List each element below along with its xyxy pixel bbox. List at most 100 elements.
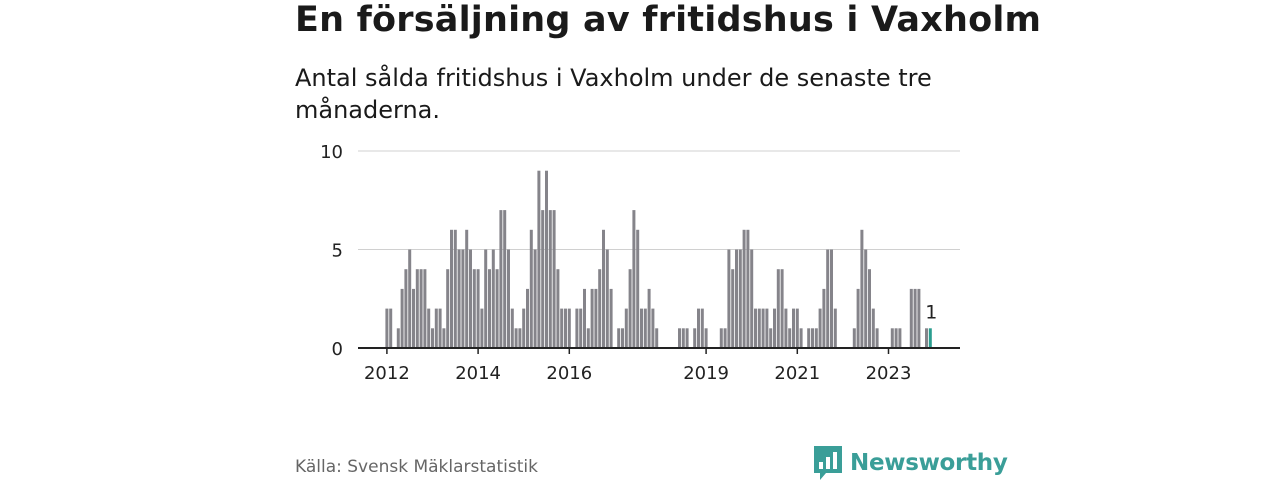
bar — [826, 249, 830, 348]
bar — [457, 249, 461, 348]
bar — [917, 288, 921, 348]
bar — [727, 249, 731, 348]
bar — [624, 308, 628, 348]
bar — [579, 308, 583, 348]
bar — [567, 308, 571, 348]
bar — [765, 308, 769, 348]
bar — [807, 328, 811, 348]
bar — [655, 328, 659, 348]
bar — [799, 328, 803, 348]
bar — [818, 308, 822, 348]
bar — [518, 328, 522, 348]
bar — [742, 229, 746, 348]
bar — [503, 210, 507, 348]
bar — [594, 288, 598, 348]
bar — [415, 269, 419, 348]
bar — [431, 328, 434, 348]
bar — [628, 269, 632, 348]
bar — [704, 328, 708, 348]
bar — [404, 269, 408, 348]
bar — [776, 269, 780, 348]
bar — [461, 249, 465, 348]
bar — [761, 308, 765, 348]
bar — [757, 308, 761, 348]
bar — [788, 328, 792, 348]
bar — [510, 308, 514, 348]
data-label: 1 — [925, 301, 937, 323]
bar — [586, 328, 590, 348]
x-tick-label: 2014 — [455, 363, 501, 384]
bar — [605, 249, 609, 348]
bar — [723, 328, 727, 348]
bar — [894, 328, 898, 348]
x-tick-label: 2023 — [866, 363, 912, 384]
bar — [780, 269, 784, 348]
bar — [864, 249, 868, 348]
bar — [647, 288, 651, 348]
bar — [385, 308, 389, 348]
bar — [556, 269, 560, 348]
bar — [860, 229, 864, 348]
bar — [548, 210, 552, 348]
bar — [898, 328, 902, 348]
bar — [522, 308, 526, 348]
bar — [890, 328, 894, 348]
bar — [609, 288, 613, 348]
bar — [476, 269, 480, 348]
bar — [434, 308, 438, 348]
bar — [617, 328, 621, 348]
bar — [856, 288, 860, 348]
source-note: Källa: Svensk Mäklarstatistik — [295, 457, 538, 477]
x-tick-label: 2021 — [774, 363, 820, 384]
bar — [526, 288, 529, 348]
bar — [632, 210, 636, 348]
bar — [909, 288, 913, 348]
bar — [446, 269, 450, 348]
bar — [545, 170, 548, 348]
bar — [731, 269, 735, 348]
bar — [814, 328, 818, 348]
bar — [833, 308, 837, 348]
bar — [453, 229, 457, 348]
bar — [875, 328, 879, 348]
bar — [514, 328, 518, 348]
bar — [480, 308, 484, 348]
bar — [738, 249, 742, 348]
bar — [693, 328, 697, 348]
bar — [423, 269, 427, 348]
bar — [719, 328, 723, 348]
bar — [769, 328, 773, 348]
bar — [830, 249, 833, 348]
bar — [685, 328, 689, 348]
bar — [529, 229, 533, 348]
bar — [640, 308, 643, 348]
chart-subtitle: Antal sålda fritidshus i Vaxholm under d… — [295, 64, 932, 124]
y-tick-label: 5 — [332, 241, 343, 262]
bar — [822, 288, 826, 348]
bar — [495, 269, 499, 348]
bar — [537, 170, 541, 348]
bar — [438, 308, 442, 348]
bar — [678, 328, 681, 348]
bar — [700, 308, 704, 348]
bar — [651, 308, 655, 348]
y-tick-label: 10 — [320, 142, 343, 163]
bar — [602, 229, 605, 348]
bar — [754, 308, 757, 348]
bar — [564, 308, 567, 348]
bar — [427, 308, 431, 348]
bar — [621, 328, 624, 348]
bar — [396, 328, 400, 348]
x-tick-label: 2012 — [364, 363, 410, 384]
newsworthy-logo-icon — [814, 446, 842, 480]
bar — [450, 229, 453, 348]
bar — [735, 249, 738, 348]
highlight-bar — [928, 328, 932, 348]
bar — [442, 328, 446, 348]
bar — [811, 328, 814, 348]
bar — [773, 308, 776, 348]
chart-title: En försäljning av fritidshus i Vaxholm — [295, 0, 1042, 40]
bar — [784, 308, 788, 348]
bar — [636, 229, 640, 348]
bar — [746, 229, 750, 348]
